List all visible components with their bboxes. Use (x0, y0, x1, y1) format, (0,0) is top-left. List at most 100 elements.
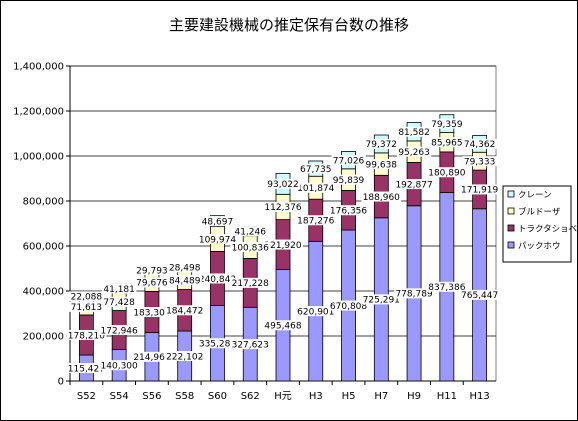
legend-label-e38391e38383e382afe3839be382a6: パックホウ (518, 242, 561, 252)
data-label-e382afe383ace383bce383b3-h11: 79,359 (431, 120, 463, 130)
legend-swatch-e38388e383a9e382afe382bfe382b7e383a7e38399e383ab (507, 224, 515, 232)
data-label-e38396e383abe38389e383bce382b6-h9-bg (396, 146, 432, 157)
data-label-e38388e383a9e382afe382bfe382b7e383a7e38399e383ab-he58583: 221,920 (264, 241, 301, 251)
data-label-e38396e383abe38389e383bce382b6-h7: 99,638 (366, 160, 398, 170)
data-label-e38388e383a9e382afe382bfe382b7e383a7e38399e383ab-s52-bg (66, 329, 107, 340)
data-label-e38388e383a9e382afe382bfe382b7e383a7e38399e383ab-s60-bg (197, 273, 238, 284)
data-label-e38388e383a9e382afe382bfe382b7e383a7e38399e383ab-h11-bg (426, 167, 467, 178)
data-label-e38388e383a9e382afe382bfe382b7e383a7e38399e383ab-s52: 178,210 (68, 331, 105, 341)
data-label-e38391e38383e382afe3839be382a6-h7-bg (361, 294, 402, 305)
data-label-e38391e38383e382afe3839be382a6-s54: 140,300 (101, 362, 138, 372)
legend-swatch-e38396e383abe38389e383bce382b6 (507, 207, 515, 215)
y-tick-label-400000: 400,000 (23, 287, 64, 298)
y-tick-label-1200000: 1,200,000 (13, 107, 64, 118)
data-label-e382afe383ace383bce383b3-s56-bg (134, 265, 170, 276)
data-label-e382afe383ace383bce383b3-s62-bg (233, 226, 268, 237)
y-tick-label-600000: 600,000 (23, 242, 64, 253)
data-label-e38388e383a9e382afe382bfe382b7e383a7e38399e383ab-s58-bg (164, 305, 205, 316)
data-label-e38391e38383e382afe3839be382a6-h7: 725,291 (363, 296, 400, 306)
data-label-e38391e38383e382afe3839be382a6-s58-bg (164, 351, 205, 362)
x-tick-label-h13: H13 (469, 391, 489, 402)
data-label-e38396e383abe38389e383bce382b6-h5: 95,839 (333, 176, 365, 186)
data-label-e38391e38383e382afe3839be382a6-s54-bg (99, 360, 140, 371)
legend-label-e382afe383ace383bce383b3: クレーン (518, 191, 552, 201)
data-label-e38388e383a9e382afe382bfe382b7e383a7e38399e383ab-s54-bg (99, 324, 140, 335)
x-tick-label-h5: H5 (342, 391, 356, 402)
data-label-e38388e383a9e382afe382bfe382b7e383a7e38399e383ab-h11: 180,890 (428, 169, 465, 179)
data-label-e38396e383abe38389e383bce382b6-h11-bg (429, 137, 465, 148)
data-label-e38388e383a9e382afe382bfe382b7e383a7e38399e383ab-h13: 171,919 (461, 186, 498, 196)
x-tick-label-s54: S54 (110, 391, 129, 402)
data-label-e38396e383abe38389e383bce382b6-h7-bg (364, 159, 399, 170)
x-tick-label-s58: S58 (175, 391, 194, 402)
data-label-e382afe383ace383bce383b3-h9-bg (396, 126, 432, 137)
legend-swatch-e38391e38383e382afe3839be382a6 (507, 241, 515, 249)
data-label-e38388e383a9e382afe382bfe382b7e383a7e38399e383ab-h13-bg (459, 184, 500, 195)
data-label-e38396e383abe38389e383bce382b6-s60: 109,974 (199, 235, 236, 245)
data-label-e382afe383ace383bce383b3-s62: 41,246 (234, 227, 266, 237)
data-label-e38396e383abe38389e383bce382b6-s56: 79,676 (136, 279, 168, 289)
data-label-e38391e38383e382afe3839be382a6-s62: 327,623 (232, 340, 269, 350)
x-tick-label-h11: H11 (437, 391, 457, 402)
y-tick-label-800000: 800,000 (23, 197, 64, 208)
data-label-e382afe383ace383bce383b3-s58-bg (167, 262, 202, 273)
data-label-e38396e383abe38389e383bce382b6-s56-bg (134, 277, 170, 288)
data-label-e38396e383abe38389e383bce382b6-s62-bg (230, 242, 271, 253)
x-tick-label-h7: H7 (374, 391, 388, 402)
data-label-e382afe383ace383bce383b3-s58: 28,498 (169, 264, 201, 274)
data-label-e38388e383a9e382afe382bfe382b7e383a7e38399e383ab-h9-bg (394, 179, 434, 190)
data-label-e382afe383ace383bce383b3-s56: 29,793 (136, 266, 168, 276)
data-label-e38396e383abe38389e383bce382b6-h11: 85,965 (431, 139, 463, 149)
data-label-e382afe383ace383bce383b3-he58583: 93,022 (267, 180, 299, 190)
legend-label-e38396e383abe38389e383bce382b6: ブルドーザ (518, 207, 561, 218)
legend-label-e38388e383a9e382afe382bfe382b7e383a7e38399e383ab: トラクタショベル (518, 225, 578, 235)
data-label-e38391e38383e382afe3839be382a6-he58583-bg (263, 320, 303, 331)
data-label-e38388e383a9e382afe382bfe382b7e383a7e38399e383ab-h5: 176,356 (330, 207, 367, 217)
data-label-e38391e38383e382afe3839be382a6-s52: 115,427 (68, 364, 105, 374)
data-label-e382afe383ace383bce383b3-h13-bg (462, 138, 497, 149)
data-label-e382afe383ace383bce383b3-s52: 22,088 (71, 293, 103, 303)
data-label-e382afe383ace383bce383b3-h11-bg (429, 118, 465, 129)
data-label-e38396e383abe38389e383bce382b6-h3-bg (295, 182, 336, 193)
data-label-e382afe383ace383bce383b3-s54-bg (101, 283, 137, 294)
x-tick-label-s60: S60 (208, 391, 227, 402)
data-label-e38388e383a9e382afe382bfe382b7e383a7e38399e383ab-h7-bg (361, 191, 402, 202)
legend (502, 185, 572, 263)
data-label-e38388e383a9e382afe382bfe382b7e383a7e38399e383ab-s56-bg (132, 307, 172, 318)
x-tick-label-h3: H3 (309, 391, 323, 402)
data-label-e38391e38383e382afe3839be382a6-h11: 837,386 (428, 283, 465, 293)
data-label-e38396e383abe38389e383bce382b6-s52: 71,613 (71, 303, 103, 313)
data-label-e38388e383a9e382afe382bfe382b7e383a7e38399e383ab-s54: 172,946 (101, 326, 138, 336)
data-label-e38396e383abe38389e383bce382b6-s52-bg (69, 301, 104, 312)
data-label-e38388e383a9e382afe382bfe382b7e383a7e38399e383ab-h9: 192,877 (395, 180, 432, 190)
data-label-e38396e383abe38389e383bce382b6-h3: 101,874 (297, 184, 334, 194)
data-label-e38391e38383e382afe3839be382a6-s62-bg (230, 339, 271, 350)
data-label-e38396e383abe38389e383bce382b6-he58583: 112,376 (264, 203, 301, 213)
data-label-e38396e383abe38389e383bce382b6-h5-bg (331, 174, 366, 185)
data-label-e382afe383ace383bce383b3-s60: 48,697 (202, 217, 234, 227)
data-label-e38396e383abe38389e383bce382b6-s54: 77,428 (103, 298, 135, 308)
data-label-e38388e383a9e382afe382bfe382b7e383a7e38399e383ab-he58583-bg (263, 239, 303, 250)
data-label-e38396e383abe38389e383bce382b6-s62: 100,836 (232, 243, 269, 253)
data-label-e38396e383abe38389e383bce382b6-h13-bg (462, 156, 497, 167)
data-label-e38391e38383e382afe3839be382a6-h9-bg (394, 288, 434, 299)
data-label-e38391e38383e382afe3839be382a6-h3-bg (295, 306, 336, 317)
data-label-e38396e383abe38389e383bce382b6-s54-bg (101, 296, 137, 307)
data-label-e38396e383abe38389e383bce382b6-s58-bg (167, 275, 202, 286)
data-label-e382afe383ace383bce383b3-he58583-bg (265, 178, 301, 189)
data-label-e382afe383ace383bce383b3-h3-bg (298, 163, 333, 174)
data-label-e38391e38383e382afe3839be382a6-h3: 620,901 (297, 307, 334, 317)
data-label-e38396e383abe38389e383bce382b6-h9: 95,263 (398, 148, 430, 158)
data-label-e382afe383ace383bce383b3-h5-bg (331, 155, 366, 166)
data-label-e38391e38383e382afe3839be382a6-s56: 214,963 (133, 353, 170, 363)
y-tick-label-1400000: 1,400,000 (13, 62, 64, 73)
data-label-e38388e383a9e382afe382bfe382b7e383a7e38399e383ab-h3: 187,276 (297, 217, 334, 227)
data-label-e38388e383a9e382afe382bfe382b7e383a7e38399e383ab-h5-bg (328, 205, 369, 216)
data-label-e38388e383a9e382afe382bfe382b7e383a7e38399e383ab-s62: 217,228 (232, 279, 269, 289)
data-label-e38388e383a9e382afe382bfe382b7e383a7e38399e383ab-s56: 183,304 (133, 308, 170, 318)
data-label-e38388e383a9e382afe382bfe382b7e383a7e38399e383ab-s60: 240,843 (199, 275, 236, 285)
data-label-e38388e383a9e382afe382bfe382b7e383a7e38399e383ab-h3-bg (295, 215, 336, 226)
chart-title: 主要建設機械の推定保有台数の推移 (168, 16, 409, 34)
data-label-e382afe383ace383bce383b3-h5: 77,026 (333, 156, 365, 166)
x-tick-label-s52: S52 (77, 391, 96, 402)
